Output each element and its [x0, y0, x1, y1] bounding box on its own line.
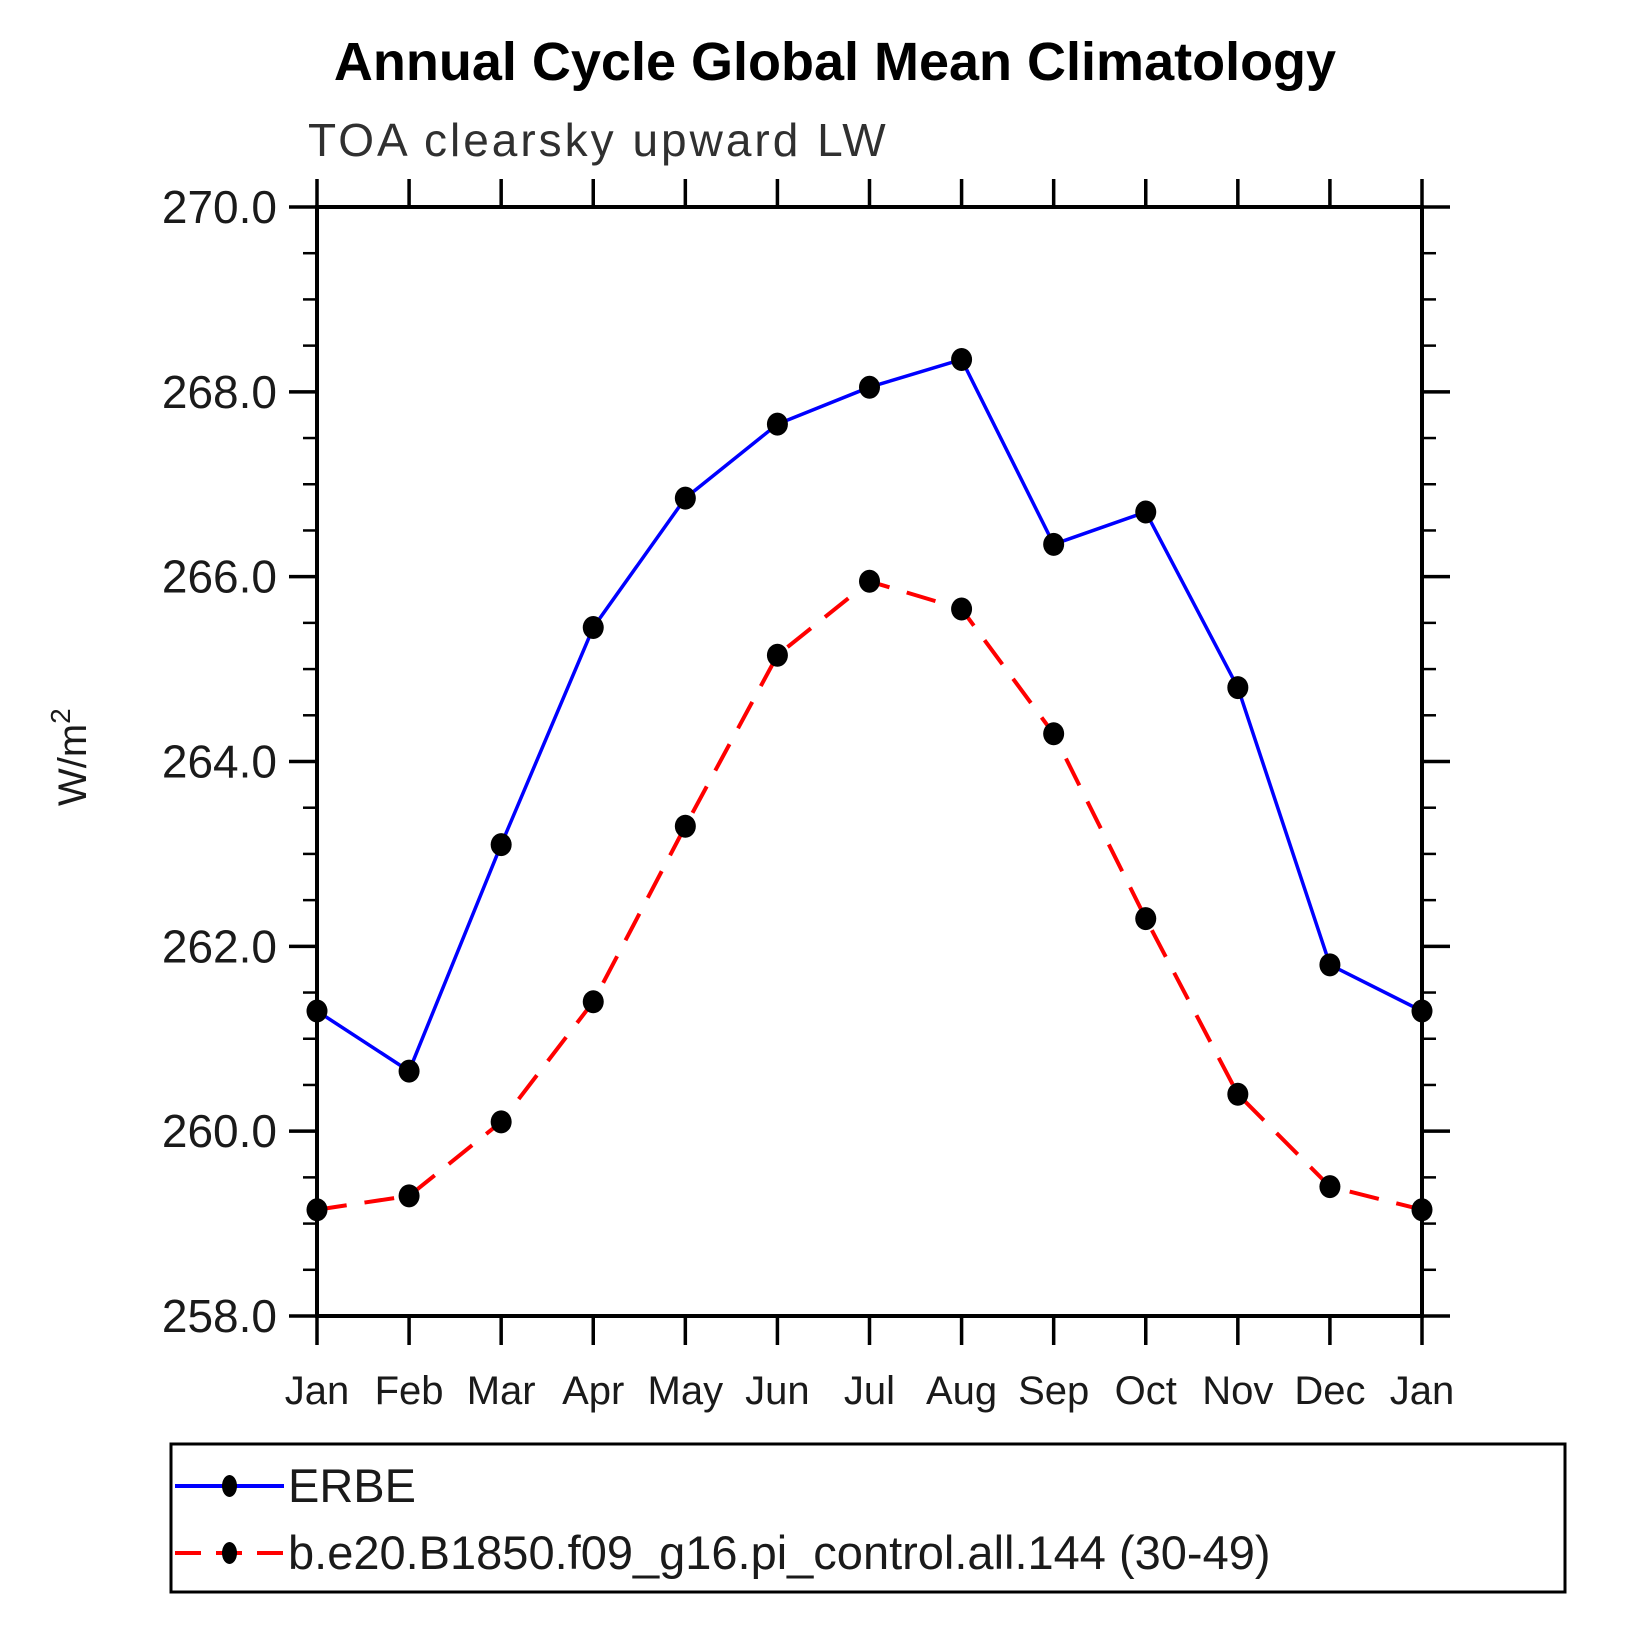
legend-marker [222, 1475, 237, 1497]
series-1-data-point [1411, 1198, 1433, 1222]
x-tick-label: Jun [745, 1369, 810, 1413]
y-tick-label: 264.0 [162, 736, 277, 788]
series-0-data-point [306, 999, 328, 1023]
x-tick-label: Apr [562, 1369, 624, 1413]
series-0-line [316, 357, 1423, 1074]
y-tick-label: 262.0 [162, 920, 277, 972]
y-tick-label: 270.0 [162, 181, 277, 233]
labels-layer: 258.0 260.0 262.0 264.0 266.0 268.0 270.0 Jan Fe… [45, 181, 1454, 1413]
series-1-data-point [1043, 722, 1065, 746]
series-0-data-point [1227, 676, 1249, 700]
chart-title: Annual Cycle Global Mean Climatology [334, 32, 1336, 92]
series-0-data-point [951, 347, 973, 371]
series-0-data-point [582, 615, 604, 639]
series-0-data-point [674, 486, 696, 510]
series-1-data-point [859, 569, 880, 593]
x-tick-label: Mar [467, 1369, 536, 1413]
x-tick-label: Oct [1115, 1369, 1177, 1413]
x-tick-label: May [648, 1369, 724, 1413]
chart-subtitle: TOA clearsky upward LW [308, 114, 889, 166]
x-tick-label: Sep [1018, 1369, 1089, 1413]
series-1-data-point [1319, 1175, 1341, 1199]
series-1-data-point [490, 1110, 512, 1134]
x-tick-label: Jan [285, 1369, 350, 1413]
axes-layer [289, 179, 1450, 1345]
series-0-data-point [490, 833, 512, 857]
series-0-data-point [398, 1059, 420, 1083]
series-1-data-point [306, 1198, 328, 1222]
legend-label: b.e20.B1850.f09_g16.pi_control.all.144 (… [288, 1526, 1271, 1579]
legend-box-group: ERBE b.e20.B1850.f09_g16.pi_control.all.1… [169, 1442, 1567, 1594]
x-tick-label: Jan [1390, 1369, 1455, 1413]
plot-frame [315, 205, 1424, 1318]
series-1-data-point [766, 643, 788, 667]
legend-marker [222, 1542, 237, 1564]
y-tick-label: 258.0 [162, 1290, 277, 1342]
series-0-data-point [766, 412, 788, 436]
series-1-data-point [951, 597, 973, 621]
series-0-data-point [1411, 999, 1433, 1023]
y-tick-label: 268.0 [162, 366, 277, 418]
series-0-data-point [1043, 532, 1065, 556]
y-axis-title: W/m2 [45, 708, 95, 806]
legend-border [169, 1442, 1567, 1594]
series-1-data-point [1135, 907, 1157, 931]
series-0-data-point [1135, 500, 1157, 524]
series-1-line [316, 579, 1423, 1212]
y-tick-label: 266.0 [162, 551, 277, 603]
series-0-data-point [1319, 953, 1341, 977]
series-1-data-point [582, 990, 604, 1014]
legend-label: ERBE [288, 1459, 416, 1512]
series-1-data-point [674, 814, 696, 838]
x-tick-label: Feb [375, 1369, 444, 1413]
series-layer [306, 347, 1433, 1222]
series-1-data-point [1227, 1082, 1249, 1106]
series-1-data-point [398, 1184, 420, 1208]
series-0-data-point [859, 375, 880, 399]
x-tick-label: Jul [844, 1369, 895, 1413]
x-tick-label: Aug [926, 1369, 997, 1413]
x-tick-label: Dec [1294, 1369, 1365, 1413]
x-tick-label: Nov [1202, 1369, 1273, 1413]
y-tick-label: 260.0 [162, 1105, 277, 1157]
